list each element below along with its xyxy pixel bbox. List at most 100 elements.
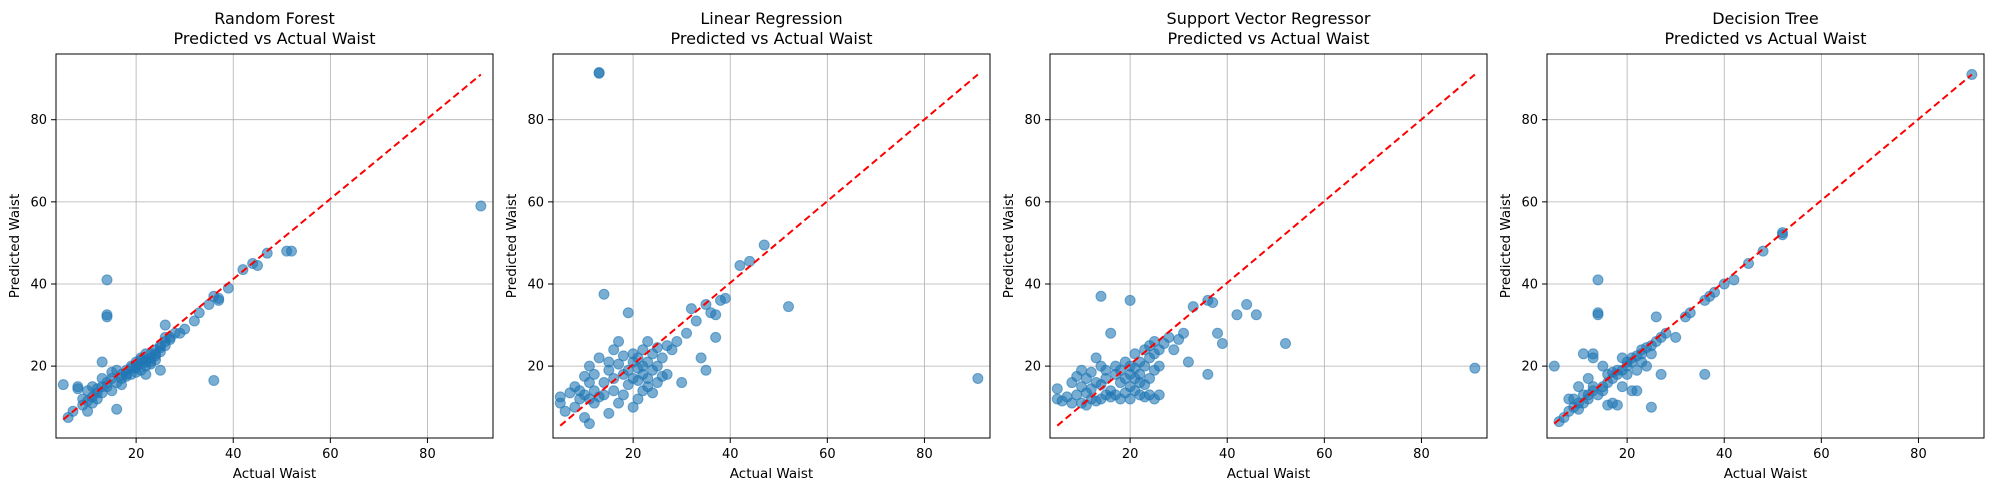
data-point [1597, 360, 1609, 372]
data-point [154, 364, 166, 376]
data-point [1684, 307, 1696, 319]
data-point [690, 315, 702, 327]
data-point [583, 377, 595, 389]
data-point [685, 303, 697, 315]
data-point [1153, 389, 1165, 401]
data-point [1250, 309, 1262, 321]
y-tick-label: 80 [30, 113, 47, 128]
x-tick-label: 80 [1910, 447, 1927, 462]
data-point [642, 372, 654, 384]
data-point [106, 385, 118, 397]
data-point [1124, 393, 1136, 405]
data-point [603, 356, 615, 368]
x-tick-label: 40 [225, 447, 242, 462]
scatter-points [554, 66, 984, 430]
x-tick-label: 60 [819, 447, 836, 462]
data-point [72, 381, 84, 393]
x-tick-label: 20 [625, 447, 642, 462]
data-point [1660, 327, 1672, 339]
data-point [637, 344, 649, 356]
data-point [758, 239, 770, 251]
y-axis-label: Predicted Waist [1498, 194, 1514, 299]
y-tick-label: 80 [1024, 113, 1041, 128]
data-point [1655, 368, 1667, 380]
x-tick-label: 40 [1716, 447, 1733, 462]
plot-frame [552, 53, 991, 439]
data-point [583, 418, 595, 430]
x-axis-label: Actual Waist [233, 466, 316, 482]
data-point [598, 389, 610, 401]
scatter-points [1051, 290, 1481, 411]
data-point [1134, 368, 1146, 380]
data-point [1616, 381, 1628, 393]
data-point [1592, 274, 1604, 286]
data-point [1641, 360, 1653, 372]
data-point [617, 389, 629, 401]
data-point [1105, 327, 1117, 339]
data-point [193, 307, 205, 319]
x-tick-label: 20 [1619, 447, 1636, 462]
y-tick-label: 40 [1024, 277, 1041, 292]
data-point [101, 274, 113, 286]
data-point [593, 67, 605, 79]
data-point [159, 319, 171, 331]
data-point [603, 407, 615, 419]
y-tick-label: 20 [1024, 360, 1041, 375]
data-point [1592, 309, 1604, 321]
data-point [632, 393, 644, 405]
scatter-points [57, 200, 487, 423]
data-point [554, 397, 566, 409]
data-point [642, 335, 654, 347]
data-point [681, 327, 693, 339]
x-tick-label: 80 [1413, 447, 1430, 462]
data-point [666, 344, 678, 356]
data-point [1699, 368, 1711, 380]
data-point [632, 352, 644, 364]
data-point [1718, 278, 1730, 290]
data-point [1051, 383, 1063, 395]
y-tick-label: 80 [1521, 113, 1538, 128]
chart-title: Random Forest [214, 9, 334, 28]
data-point [613, 335, 625, 347]
reference-line [1553, 73, 1973, 425]
data-point [710, 309, 722, 321]
data-point [1645, 348, 1657, 360]
data-point [719, 292, 731, 304]
y-tick-label: 20 [30, 360, 47, 375]
data-point [1469, 362, 1481, 374]
data-point [1650, 311, 1662, 323]
reference-line [62, 73, 482, 421]
y-tick-label: 40 [1521, 277, 1538, 292]
data-point [734, 260, 746, 272]
y-tick-label: 20 [527, 360, 544, 375]
data-point [57, 379, 69, 391]
data-point [661, 368, 673, 380]
chart-title: Linear Regression [700, 9, 842, 28]
data-point [1090, 352, 1102, 364]
data-point [744, 255, 756, 267]
y-tick-label: 60 [1521, 195, 1538, 210]
x-tick-label: 40 [1219, 447, 1236, 462]
data-point [96, 356, 108, 368]
data-point [598, 288, 610, 300]
y-tick-label: 60 [1024, 195, 1041, 210]
data-point [671, 335, 683, 347]
x-axis-label: Actual Waist [1724, 466, 1807, 482]
data-point [617, 350, 629, 362]
data-point [608, 385, 620, 397]
data-point [188, 315, 200, 327]
data-point [647, 387, 659, 399]
data-point [559, 405, 571, 417]
data-point [1124, 294, 1136, 306]
plot-frame [55, 53, 494, 439]
data-point [1178, 327, 1190, 339]
x-axis-label: Actual Waist [1227, 466, 1310, 482]
data-point [1100, 364, 1112, 376]
chart-title: Predicted vs Actual Waist [1168, 29, 1370, 48]
data-point [1645, 401, 1657, 413]
data-point [695, 352, 707, 364]
y-tick-label: 80 [527, 113, 544, 128]
y-tick-label: 60 [527, 195, 544, 210]
